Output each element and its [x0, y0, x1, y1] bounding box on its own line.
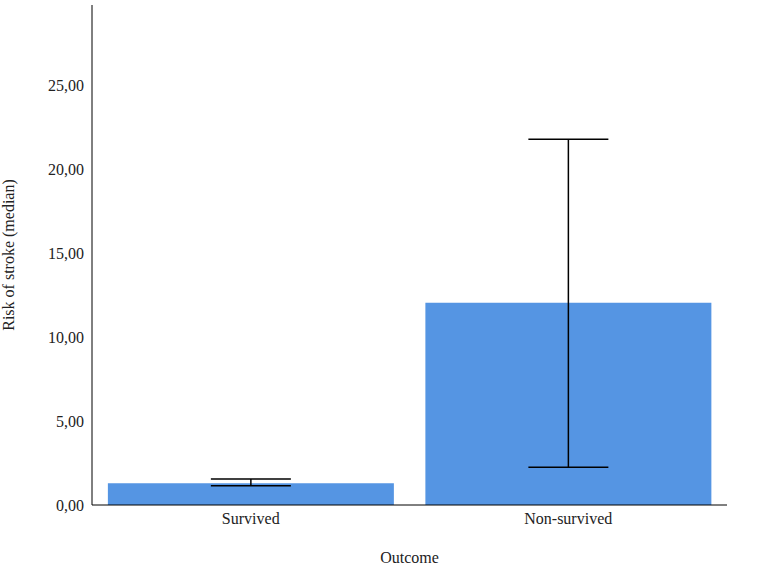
svg-text:Risk of stroke (median): Risk of stroke (median)	[8, 179, 18, 331]
svg-text:0,00: 0,00	[56, 497, 84, 514]
svg-text:Survived: Survived	[222, 510, 280, 527]
svg-text:20,00: 20,00	[48, 161, 84, 178]
svg-text:5,00: 5,00	[56, 413, 84, 430]
svg-text:10,00: 10,00	[48, 329, 84, 346]
svg-text:Outcome: Outcome	[380, 549, 439, 566]
svg-text:15,00: 15,00	[48, 245, 84, 262]
svg-text:Non-survived: Non-survived	[524, 510, 612, 527]
svg-text:25,00: 25,00	[48, 77, 84, 94]
